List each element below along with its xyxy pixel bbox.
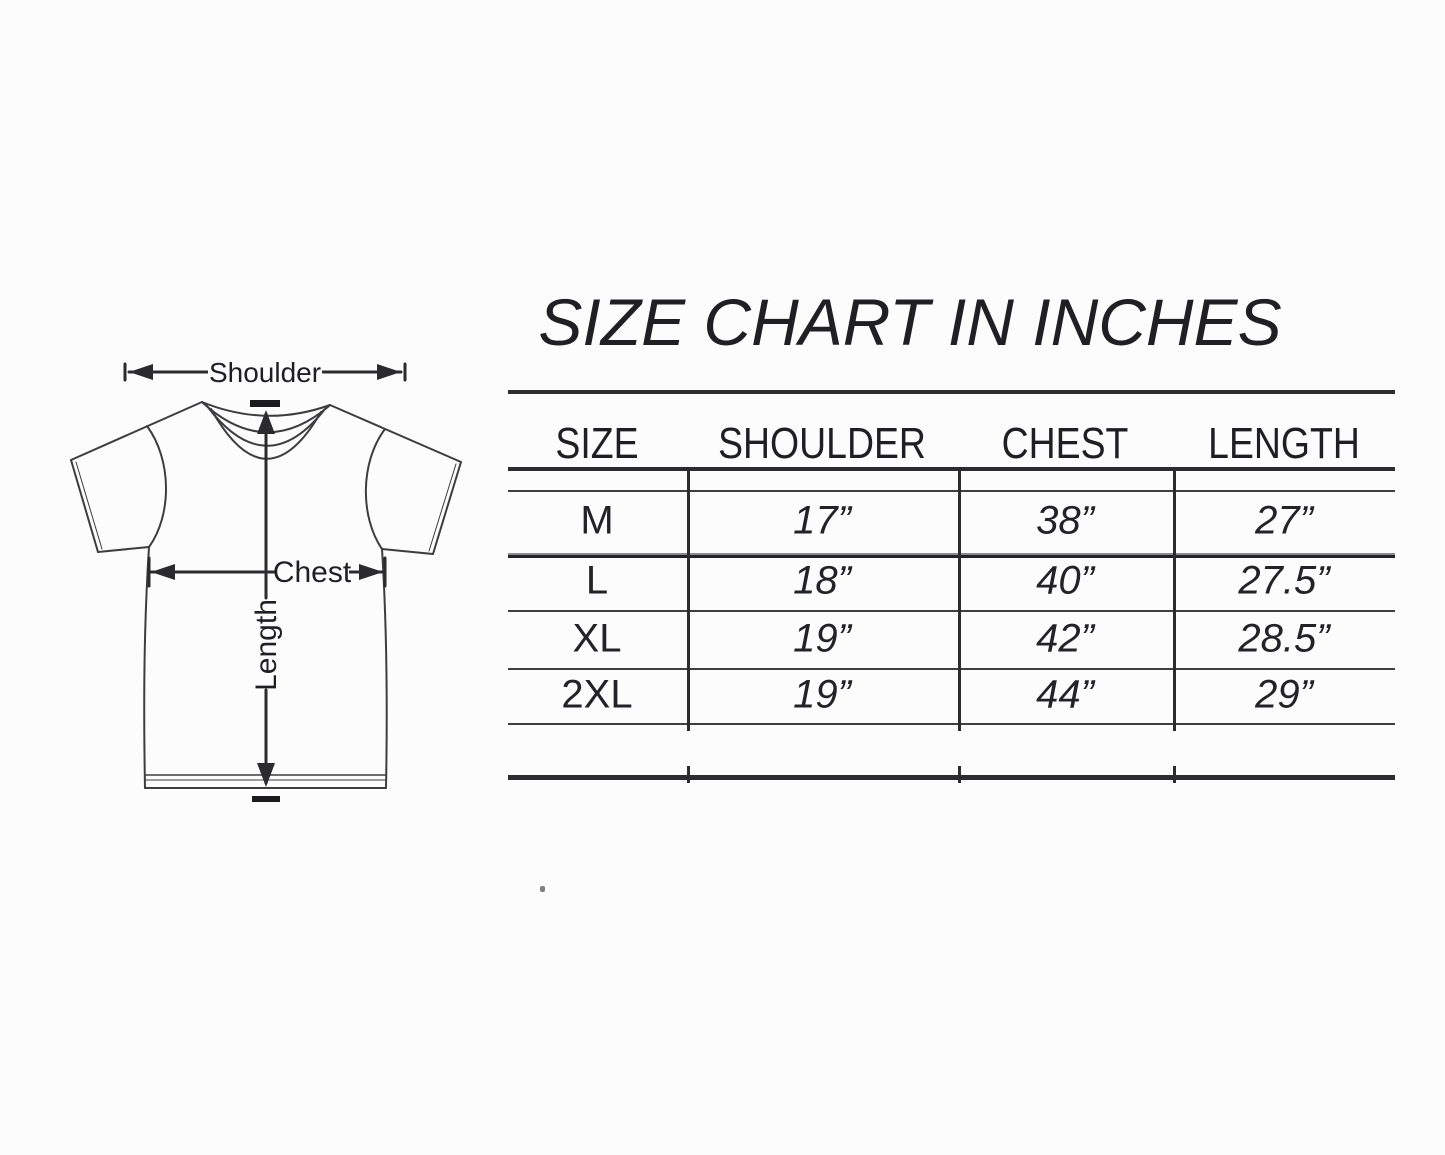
column-header-length: LENGTH (1208, 419, 1360, 468)
arrowhead-up-icon (257, 410, 275, 434)
length-label: Length (250, 599, 283, 691)
column-header-chest: CHEST (1001, 419, 1129, 468)
size-cell: 2XL (561, 672, 633, 717)
row-rule (508, 610, 1395, 612)
chest-cell: 42” (1036, 616, 1094, 661)
shoulder-cell: 17” (793, 498, 851, 543)
column-separator (687, 467, 690, 731)
chest-cell: 40” (1036, 558, 1094, 603)
collar-tick-mark (250, 400, 280, 407)
label-backing (208, 355, 322, 388)
size-table: SIZE SHOULDER CHEST LENGTH M 17” 38” 27”… (508, 383, 1395, 853)
arrowhead-right-icon (359, 564, 383, 580)
row-rule (508, 668, 1395, 670)
length-cell: 29” (1255, 672, 1313, 717)
table-bottom-rule (508, 775, 1395, 780)
row-rule (508, 490, 1395, 492)
column-header-shoulder: SHOULDER (718, 419, 926, 468)
shoulder-label: Shoulder (209, 357, 321, 388)
arrowhead-left-icon (129, 364, 153, 380)
hem-tick-mark (252, 796, 280, 802)
shoulder-cell: 19” (793, 672, 851, 717)
chest-label: Chest (273, 556, 352, 589)
page-title: SIZE CHART IN INCHES (538, 285, 1282, 359)
column-separator (958, 467, 961, 731)
arrowhead-left-icon (151, 564, 175, 580)
length-cell: 27.5” (1238, 558, 1330, 603)
shoulder-cell: 19” (793, 616, 851, 661)
length-cell: 28.5” (1238, 616, 1330, 661)
column-separator (1173, 467, 1176, 731)
row-rule (508, 553, 1395, 558)
table-top-rule (508, 390, 1395, 394)
column-separator-stub (1173, 766, 1176, 783)
arrowhead-down-icon (257, 763, 275, 787)
size-cell: L (585, 558, 609, 603)
arrowhead-right-icon (377, 364, 401, 380)
shoulder-cell: 18” (793, 558, 851, 603)
column-separator-stub (687, 766, 690, 783)
header-rule (508, 467, 1395, 471)
length-cell: 27” (1255, 498, 1313, 543)
row-rule (508, 723, 1395, 725)
tshirt-diagram: Shoulder (70, 355, 462, 802)
size-cell: XL (572, 616, 622, 661)
column-separator-stub (958, 766, 961, 783)
scan-speck-artifact (540, 886, 545, 892)
chest-cell: 38” (1036, 498, 1094, 543)
label-backing (275, 557, 349, 587)
size-cell: M (580, 498, 614, 543)
chest-cell: 44” (1036, 672, 1094, 717)
column-header-size: SIZE (555, 419, 639, 468)
